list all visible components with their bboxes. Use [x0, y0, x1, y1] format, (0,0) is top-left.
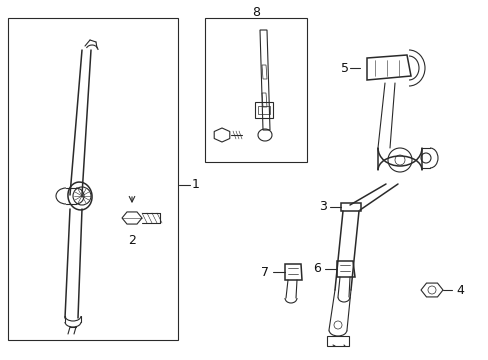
Text: 8: 8 [251, 6, 260, 19]
Bar [8, 18, 178, 340]
Text: 1: 1 [192, 179, 200, 192]
Text: 3: 3 [318, 201, 326, 213]
Text: 5: 5 [340, 62, 348, 75]
Bar [204, 18, 306, 162]
Text: 2: 2 [128, 234, 136, 247]
Text: 7: 7 [261, 266, 268, 279]
Text: 4: 4 [455, 284, 463, 297]
Text: 6: 6 [312, 262, 320, 275]
